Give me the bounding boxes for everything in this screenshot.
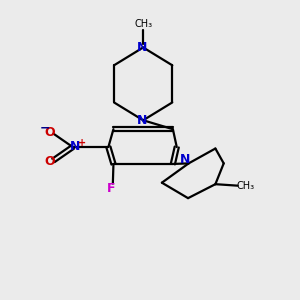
Text: +: + [78, 138, 86, 148]
Text: O: O [44, 155, 55, 168]
Text: CH₃: CH₃ [236, 181, 254, 191]
Text: N: N [136, 114, 147, 127]
Text: O: O [44, 126, 55, 139]
Text: N: N [136, 41, 147, 54]
Text: −: − [39, 122, 50, 135]
Text: F: F [107, 182, 116, 195]
Text: CH₃: CH₃ [134, 19, 152, 29]
Text: N: N [70, 140, 80, 153]
Text: N: N [180, 153, 190, 166]
